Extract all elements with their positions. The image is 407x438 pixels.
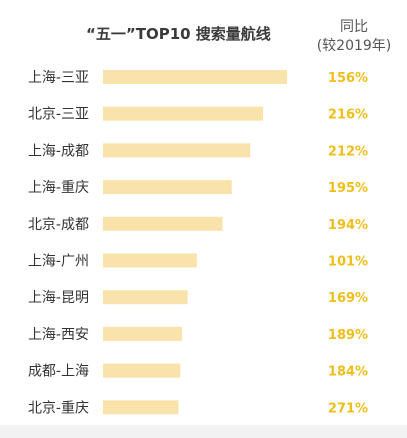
route-label: 北京-成都 <box>28 217 89 233</box>
bar <box>103 326 183 341</box>
bar <box>103 180 232 195</box>
bar <box>103 253 197 268</box>
route-label: 北京-重庆 <box>28 400 89 416</box>
yoy-column-header: 同比 (较2019年) <box>306 18 402 56</box>
route-label: 上海-成都 <box>28 143 89 159</box>
bar <box>103 290 188 305</box>
bar <box>103 143 251 158</box>
yoy-percent-label: 195% <box>328 181 368 196</box>
yoy-percent-label: 156% <box>328 71 368 86</box>
yoy-percent-label: 184% <box>328 365 368 380</box>
yoy-percent-label: 101% <box>328 255 368 270</box>
route-label: 成都-上海 <box>28 364 89 380</box>
chart-title: “五一”TOP10 搜索量航线 <box>86 25 271 43</box>
route-label: 上海-昆明 <box>28 290 89 306</box>
bottom-band <box>0 425 407 438</box>
route-label: 上海-广州 <box>28 254 89 270</box>
bar <box>103 70 287 84</box>
route-label: 北京-三亚 <box>28 107 89 123</box>
yoy-percent-label: 271% <box>328 401 368 416</box>
route-label: 上海-三亚 <box>28 70 89 86</box>
yoy-percent-label: 216% <box>328 108 368 123</box>
route-label: 上海-重庆 <box>28 180 89 196</box>
bar <box>103 216 223 231</box>
bar <box>103 363 181 378</box>
yoy-header-line-1: 同比 <box>340 19 368 35</box>
yoy-header-line-2: (较2019年) <box>316 38 392 54</box>
route-label: 上海-西安 <box>28 327 89 343</box>
bar <box>103 400 179 415</box>
yoy-percent-label: 189% <box>328 328 368 343</box>
bar <box>103 106 264 121</box>
yoy-percent-label: 194% <box>328 218 368 233</box>
yoy-percent-label: 169% <box>328 291 368 306</box>
yoy-percent-label: 212% <box>328 144 368 159</box>
